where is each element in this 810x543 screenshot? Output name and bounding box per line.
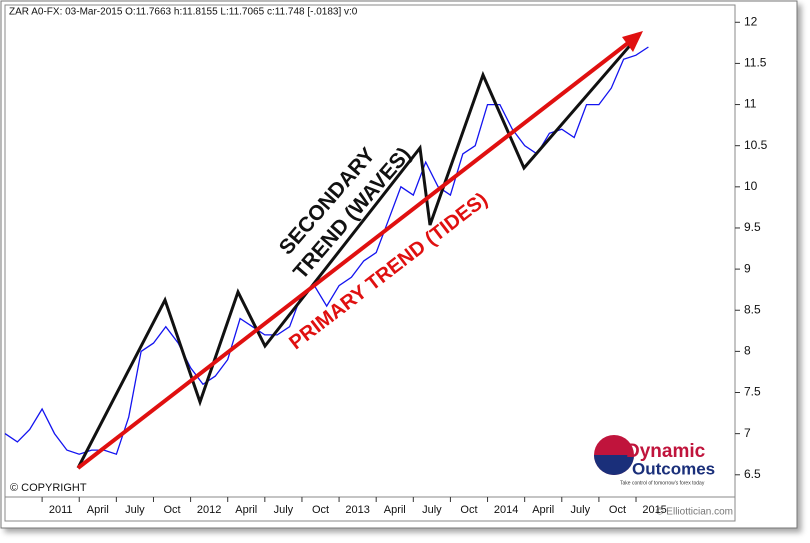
x-tick-label: July [125,504,145,516]
logo-line2: Outcomes [632,459,715,478]
x-tick-label: 2011 [49,504,73,516]
x-tick-label: 2014 [494,504,518,516]
x-tick-label: Oct [163,504,180,516]
x-tick-label: April [87,504,109,516]
x-tick-label: July [274,504,294,516]
watermark: © Elliottician.com [656,507,733,518]
logo-line1: Dynamic [626,441,706,462]
x-tick-label: Oct [312,504,329,516]
x-tick-label: 2013 [345,504,369,516]
x-axis [4,496,736,522]
y-tick-label: 11 [744,97,757,111]
x-tick-label: Oct [460,504,477,516]
y-tick-label: 11.5 [744,56,767,70]
arrow-head [622,31,643,52]
y-tick-label: 6.5 [744,467,761,481]
y-tick-label: 10.5 [744,138,768,152]
x-tick-label: Oct [609,504,626,516]
x-tick-label: 2012 [197,504,221,516]
y-tick-label: 8.5 [744,302,761,316]
wave-line [76,33,642,469]
y-tick-label: 7.5 [744,385,761,399]
chart-title: ZAR A0-FX: 03-Mar-2015 O:11.7663 h:11.81… [9,7,358,18]
logo-tagline: Take control of tomorrow's forex today [620,480,705,486]
y-tick-label: 10 [744,179,758,193]
x-tick-label: April [235,504,257,516]
x-tick-label: July [422,504,442,516]
x-tick-label: April [532,504,554,516]
y-tick-label: 12 [744,14,758,28]
logo: Dynamic Outcomes Take control of tomorro… [582,425,732,487]
y-tick-label: 9 [744,261,751,275]
x-tick-label: 2015 [642,504,666,516]
copyright: © COPYRIGHT [10,482,87,494]
logo-half [594,455,634,475]
trend-arrow [76,41,630,470]
x-tick-label: April [384,504,406,516]
x-tick-label: July [571,504,591,516]
y-tick-label: 7 [744,426,751,440]
y-tick-label: 9.5 [744,220,761,234]
plot-area [4,4,736,498]
y-tick-label: 8 [744,344,751,358]
